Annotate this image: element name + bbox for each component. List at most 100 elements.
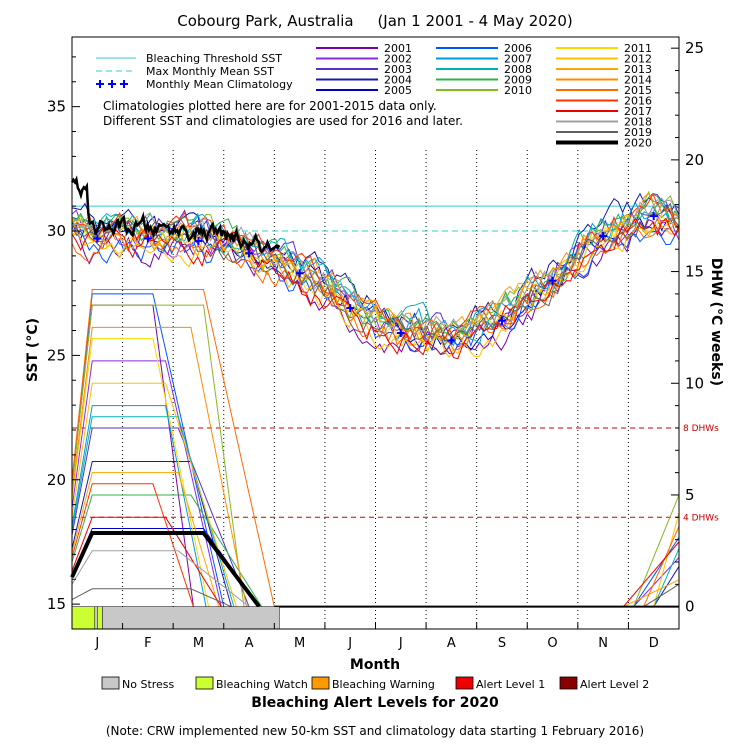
footnote: (Note: CRW implemented new 50-km SST and… xyxy=(106,724,644,738)
legend-year-label-2012: 2012 xyxy=(624,53,652,66)
legend-symbol-climatology xyxy=(120,80,128,88)
y-axis-left-title: SST (°C) xyxy=(25,318,41,382)
dhw-tick-label: 10 xyxy=(685,374,704,392)
dhw-line-2014 xyxy=(71,326,248,607)
climatology-marker xyxy=(599,231,608,240)
legend-year-label-2006: 2006 xyxy=(504,42,532,55)
alert-legend-swatch xyxy=(195,676,214,690)
dhw-line-2010 xyxy=(71,304,245,607)
dhw-late-line-2010 xyxy=(633,494,680,607)
dhw-line-2016 xyxy=(71,483,194,607)
x-axis-title: Month xyxy=(350,657,400,673)
dhw-late-line-2017 xyxy=(622,541,680,607)
dhw-tick-label: 0 xyxy=(685,598,695,616)
month-tick-label: A xyxy=(245,636,254,651)
legend-label: Monthly Mean Climatology xyxy=(146,78,293,91)
sst-line-2012 xyxy=(71,221,680,358)
legend-year-label-2019: 2019 xyxy=(624,126,652,139)
month-tick-label: D xyxy=(649,636,659,651)
climatology-marker xyxy=(346,304,355,313)
legend-year-label-2015: 2015 xyxy=(624,84,652,97)
legend-year-label-2010: 2010 xyxy=(504,84,532,97)
dhw-line-2012 xyxy=(71,382,237,607)
dhw-line-2018 xyxy=(71,550,250,608)
climatology-marker xyxy=(548,276,557,285)
dhw-late-line-2008 xyxy=(653,548,680,607)
sst-tick-label: 20 xyxy=(47,471,66,489)
alert-legend-label: No Stress xyxy=(122,678,175,691)
legend-year-label-2020: 2020 xyxy=(624,137,652,150)
legend-year-label-2003: 2003 xyxy=(384,63,412,76)
dhw-line-2020 xyxy=(70,530,261,608)
climatology-marker xyxy=(447,336,456,345)
plot-layer: 8 DHWs 4 DHWs xyxy=(70,150,719,630)
alert-bar-segment xyxy=(102,606,280,630)
climatology-marker xyxy=(497,316,506,325)
legend-year-label-2002: 2002 xyxy=(384,53,412,66)
alert-bar-segment xyxy=(97,606,103,630)
dhw-late-line-2019 xyxy=(643,583,680,608)
alert-legend-swatch xyxy=(455,676,474,690)
dhw-line-2003 xyxy=(71,427,250,607)
legend-year-label-2001: 2001 xyxy=(384,42,412,55)
dhw-tick-label: 20 xyxy=(685,151,704,169)
legend-year-label-2009: 2009 xyxy=(504,74,532,87)
legend-year-label-2007: 2007 xyxy=(504,53,532,66)
dhw-line-2007 xyxy=(71,405,207,607)
legend-year-label-2004: 2004 xyxy=(384,74,412,87)
alert-bar-segment xyxy=(71,606,96,630)
dhw-line-2004 xyxy=(71,460,232,607)
legend-label: Bleaching Threshold SST xyxy=(146,52,282,65)
y-axis-right-title: DHW (°C weeks) xyxy=(708,258,724,386)
month-tick-label: J xyxy=(398,636,403,651)
dhw-late-line-2004 xyxy=(653,566,680,607)
dhw-late-line-2015 xyxy=(643,526,680,607)
dhw-line-2017 xyxy=(71,516,222,607)
month-tick-label: S xyxy=(498,636,506,651)
dhw-reference-label: 4 DHWs xyxy=(683,513,719,523)
dhw-line-2009 xyxy=(71,494,263,607)
month-tick-label: J xyxy=(347,636,352,651)
climatology-marker xyxy=(295,269,304,278)
sst-line-2018 xyxy=(71,198,680,335)
sst-tick-label: 30 xyxy=(47,222,66,240)
sst-line-2016 xyxy=(71,192,680,345)
legend-year-label-2018: 2018 xyxy=(624,116,652,129)
dhw-tick-label: 15 xyxy=(685,263,704,281)
sst-tick-label: 15 xyxy=(47,595,66,613)
alert-bar-segment xyxy=(94,606,98,630)
legend-year-label-2017: 2017 xyxy=(624,105,652,118)
month-tick-label: A xyxy=(447,636,456,651)
alert-legend-swatch xyxy=(559,676,578,690)
climatology-marker xyxy=(396,329,405,337)
dhw-line-2013 xyxy=(71,472,220,607)
legend-year-label-2011: 2011 xyxy=(624,42,652,55)
sst-line-2017 xyxy=(71,217,680,360)
climatology-marker xyxy=(143,234,152,243)
legend-year-label-2013: 2013 xyxy=(624,63,652,76)
alert-levels-title: Bleaching Alert Levels for 2020 xyxy=(251,695,499,711)
dhw-late-line-2012 xyxy=(653,512,680,607)
month-tick-label: F xyxy=(144,636,151,651)
month-tick-label: O xyxy=(547,636,557,651)
climatology-marker xyxy=(649,212,658,221)
sst-line-2001 xyxy=(71,218,680,355)
legend-year-label-2005: 2005 xyxy=(384,84,412,97)
sst-line-2020 xyxy=(70,175,281,254)
alert-legend-label: Bleaching Warning xyxy=(332,678,435,691)
sst-line-2002 xyxy=(71,205,680,348)
month-tick-label: N xyxy=(598,636,608,651)
dhw-late-line-2006 xyxy=(633,537,680,607)
legend-year-label-2008: 2008 xyxy=(504,63,532,76)
chart-title: Cobourg Park, Australia (Jan 1 2001 - 4 … xyxy=(177,12,573,30)
sst-tick-label: 35 xyxy=(47,98,66,116)
dhw-tick-label: 5 xyxy=(685,486,695,504)
legend-symbol-climatology xyxy=(96,80,104,88)
legend-symbol-climatology xyxy=(108,80,116,88)
legend-label: Max Monthly Mean SST xyxy=(146,65,274,78)
legend-year-label-2014: 2014 xyxy=(624,74,652,87)
dhw-late-line-2013 xyxy=(623,579,680,608)
axis-layer: 15 20 25 30 35 0 5 10 15 20 25 J F M A M J J A S O N D xyxy=(47,39,704,651)
alert-legend-label: Alert Level 1 xyxy=(476,678,545,691)
dhw-tick-label: 25 xyxy=(685,39,704,57)
